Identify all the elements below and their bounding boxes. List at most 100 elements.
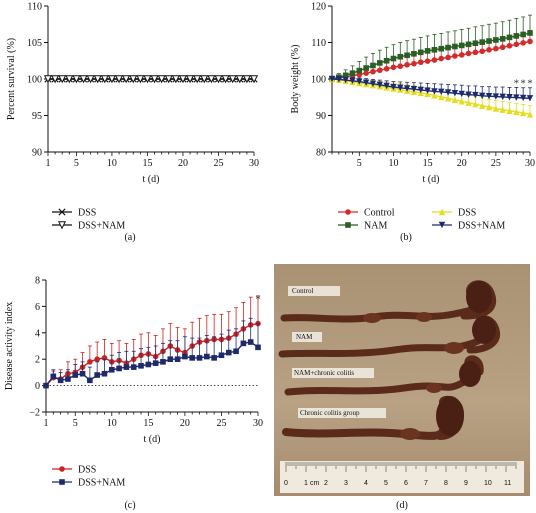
panel-label-d: (d) (396, 500, 408, 511)
data-point (519, 109, 527, 117)
data-point (438, 45, 445, 52)
data-point (417, 49, 424, 56)
data-point (411, 60, 417, 67)
data-point (72, 372, 79, 378)
ruler-number: 11 (504, 480, 512, 487)
y-axis-label: Disease activity index (4, 302, 15, 390)
data-point (526, 111, 534, 118)
x-axis-label: t (d) (144, 434, 161, 445)
data-point (527, 38, 533, 45)
legend-label: DSS (78, 465, 96, 476)
y-tick-label: 0 (35, 381, 40, 392)
data-point (136, 75, 145, 84)
data-point (218, 352, 225, 359)
legend-label: DSS+NAM (78, 221, 125, 232)
y-axis-label: Percent survival (%) (6, 38, 17, 120)
ruler-number: 1 (304, 480, 308, 487)
x-tick-label: 20 (457, 158, 467, 169)
data-point (196, 355, 203, 361)
x-tick-label: 30 (253, 418, 263, 429)
data-point (431, 88, 438, 95)
data-point (424, 48, 431, 54)
y-tick-label: 110 (27, 2, 42, 13)
data-point (513, 41, 520, 48)
data-point (431, 57, 438, 63)
colon-photo: Control NAM NAM+chronic colitis Chronic … (274, 264, 530, 496)
x-tick-label: 25 (216, 418, 226, 429)
data-point (152, 360, 159, 366)
data-point (79, 370, 86, 377)
ruler-number: 0 (284, 480, 288, 487)
y-tick-label: 90 (316, 111, 326, 122)
data-point (410, 86, 418, 93)
data-point (417, 59, 424, 66)
data-point (404, 52, 410, 59)
panel-label: (a) (124, 232, 135, 243)
data-point (486, 47, 492, 53)
legend-marker (345, 209, 351, 215)
data-point (520, 40, 526, 46)
legend-marker (438, 221, 446, 229)
data-point (58, 75, 67, 84)
data-point (404, 61, 410, 68)
y-tick-label: −2 (29, 408, 40, 419)
data-point (513, 33, 520, 39)
data-point (221, 75, 230, 84)
data-point (160, 359, 166, 365)
data-point (519, 94, 527, 102)
data-point (228, 75, 237, 84)
legend-marker (438, 208, 446, 216)
data-point (424, 90, 431, 98)
data-point (499, 44, 506, 51)
photo-label-nam-chronic-colitis: NAM+chronic colitis (294, 369, 355, 377)
data-point (431, 92, 438, 99)
data-point (138, 363, 144, 369)
data-point (506, 94, 513, 101)
data-point (445, 54, 451, 61)
data-point (362, 79, 370, 86)
data-point (242, 75, 251, 84)
data-point (479, 92, 486, 99)
data-point (438, 88, 445, 95)
ruler-number: 8 (444, 480, 448, 487)
data-point (249, 75, 259, 84)
ruler-number: 9 (464, 480, 468, 487)
data-point (445, 44, 451, 51)
x-tick-label: 15 (142, 158, 152, 169)
data-point (492, 93, 500, 100)
y-tick-label: 105 (27, 38, 42, 49)
data-point (211, 355, 217, 361)
data-point (115, 75, 124, 84)
data-point (356, 67, 363, 74)
x-tick-label: 10 (107, 158, 117, 169)
legend-label: DSS (458, 208, 476, 219)
data-point (506, 107, 513, 114)
nam-chronic-colitis-colon (284, 355, 484, 396)
x-tick-label: 20 (180, 418, 190, 429)
data-point (107, 75, 116, 84)
data-point (363, 70, 369, 76)
ruler-number: 2 (324, 480, 328, 487)
data-point (65, 75, 74, 84)
data-point (506, 34, 513, 41)
data-point (240, 340, 247, 347)
data-point (143, 75, 152, 84)
legend-marker (345, 222, 351, 228)
data-point (492, 105, 500, 112)
data-point (458, 52, 465, 58)
data-point (65, 376, 71, 382)
x-tick-label: 1 (44, 418, 49, 429)
data-point (438, 55, 445, 62)
ruler-number: cm (310, 480, 320, 487)
data-point (451, 90, 459, 97)
data-point (51, 75, 60, 84)
x-tick-label: 10 (107, 418, 117, 429)
data-point (486, 38, 492, 44)
y-tick-label: 100 (27, 75, 42, 86)
body-weight-chart: 80 90 100 110 120 5 10 15 20 25 30 Body weight (%) t… (290, 2, 535, 244)
data-point (171, 75, 180, 84)
data-point (233, 348, 239, 355)
legend-label: DSS (78, 208, 96, 219)
